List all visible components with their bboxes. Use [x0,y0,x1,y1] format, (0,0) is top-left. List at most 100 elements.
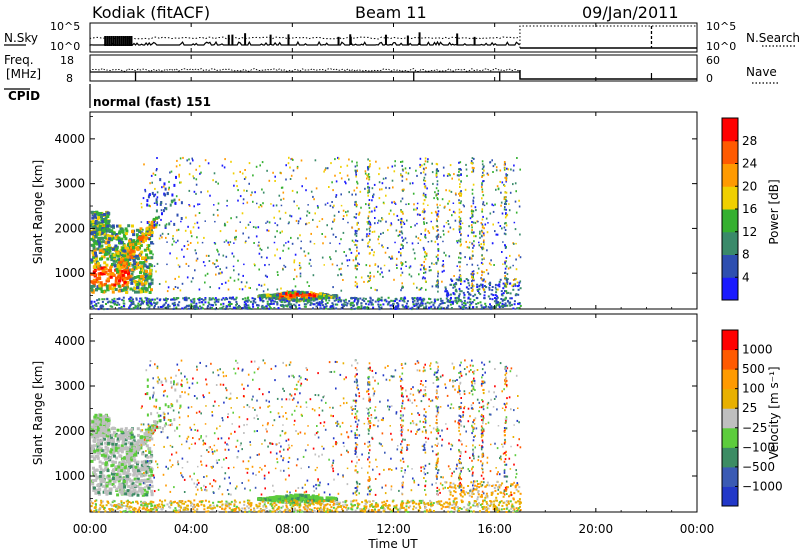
range-gate-cell [111,290,115,294]
range-gate-cell [454,192,457,195]
range-gate-cell [248,182,250,185]
range-gate-cell [512,285,515,288]
range-gate-cell [260,205,263,208]
range-gate-cell [99,271,103,275]
range-gate-cell [518,284,520,287]
range-gate-cell [173,183,176,187]
range-gate-cell [467,282,470,285]
range-gate-cell [106,288,110,292]
range-gate-cell [296,165,299,168]
range-gate-cell [105,284,109,288]
range-gate-cell [98,241,101,245]
range-gate-cell [422,276,425,279]
range-gate-cell [455,278,458,281]
range-gate-cell [436,220,438,223]
range-gate-cell [146,455,150,459]
range-gate-cell [100,306,103,309]
range-gate-cell [165,379,168,383]
range-gate-cell [485,269,488,272]
range-gate-cell [153,194,156,198]
range-gate-cell [504,275,506,277]
range-gate-cell [335,195,337,198]
range-gate-cell [518,281,521,284]
range-gate-cell [117,289,121,293]
range-gate-cell [246,307,249,310]
range-gate-cell [114,448,118,452]
range-gate-cell [134,242,138,246]
range-gate-cell [248,286,250,289]
range-gate-cell [405,305,407,308]
range-gate-cell [235,296,238,299]
range-gate-cell [433,298,436,301]
range-gate-cell [128,477,132,481]
range-gate-cell [127,484,131,488]
colorbar-swatch [722,163,738,187]
range-gate-cell [121,284,125,287]
range-gate-cell [112,472,116,476]
range-gate-cell [461,306,464,309]
range-gate-cell [292,294,296,298]
range-gate-cell [471,272,474,275]
range-gate-cell [295,300,298,303]
range-gate-cell [197,203,199,206]
range-gate-cell [145,302,148,305]
range-gate-cell [505,265,508,268]
range-gate-cell [394,203,397,205]
range-gate-cell [388,212,390,215]
range-gate-cell [377,305,380,308]
range-gate-cell [505,173,507,176]
range-gate-cell [127,272,130,276]
range-gate-cell [476,286,479,288]
range-gate-cell [343,301,346,304]
range-gate-cell [121,288,125,292]
range-gate-cell [117,469,121,473]
range-gate-cell [90,447,94,451]
range-gate-cell [481,246,483,249]
range-gate-cell [215,300,218,303]
range-gate-cell [241,288,244,291]
range-gate-cell [469,241,471,244]
range-gate-cell [229,276,232,279]
range-gate-cell [111,438,115,442]
range-gate-cell [403,296,406,299]
range-gate-cell [481,163,484,166]
range-gate-cell [291,242,294,245]
range-gate-cell [106,448,110,452]
range-gate-cell [483,239,485,242]
range-gate-cell [136,286,139,290]
range-gate-cell [288,302,291,305]
range-gate-cell [299,272,302,275]
range-gate-cell [164,422,167,426]
range-gate-cell [427,241,430,243]
range-gate-cell [227,241,229,244]
range-gate-cell [200,307,203,310]
range-gate-cell [119,272,123,276]
range-gate-cell [390,299,393,302]
range-gate-cell [424,233,427,236]
range-gate-cell [94,434,98,437]
range-gate-cell [307,494,310,498]
range-gate-cell [506,273,509,276]
range-gate-cell [481,208,484,211]
range-gate-cell [227,288,230,291]
range-gate-cell [363,300,366,303]
range-gate-cell [424,302,427,305]
range-gate-cell [94,254,98,258]
range-gate-cell [421,264,423,267]
range-gate-cell [112,470,115,474]
range-gate-cell [132,443,136,447]
range-gate-cell [129,278,133,282]
range-gate-cell [132,300,135,303]
range-gate-cell [247,304,250,307]
range-gate-cell [443,233,445,236]
range-gate-cell [99,212,103,215]
range-gate-cell [200,298,203,301]
range-gate-cell [405,302,408,305]
range-gate-cell [447,223,450,226]
range-gate-cell [130,255,134,259]
range-gate-cell [107,422,110,426]
nsky-label: N.Sky [4,31,38,45]
range-gate-cell [497,221,500,224]
range-gate-cell [475,235,477,238]
range-gate-cell [253,263,256,265]
